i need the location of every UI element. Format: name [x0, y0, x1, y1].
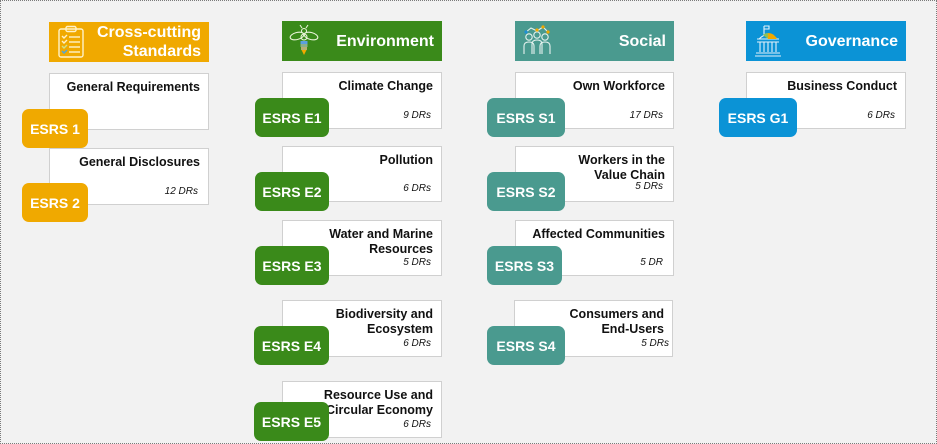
standard-title: Business Conduct — [787, 79, 897, 93]
standard-card-esrs-e1[interactable]: Climate Change 9 DRs — [282, 72, 442, 129]
government-building-icon — [755, 25, 781, 57]
dr-count: 12 DRs — [164, 186, 198, 197]
bee-icon — [289, 24, 319, 55]
title-line: Circular Economy — [326, 403, 433, 417]
header-title: Environment — [336, 32, 434, 50]
standard-title: Climate Change — [338, 79, 433, 93]
standard-title: Consumers and End-Users — [570, 307, 664, 337]
standard-title: Water and Marine Resources — [329, 227, 433, 257]
standard-title: Workers in the Value Chain — [578, 153, 665, 183]
dr-count: 6 DRs — [403, 419, 431, 430]
title-line: Resource Use and — [323, 388, 433, 402]
header-title: Cross-cutting Standards — [97, 23, 201, 61]
badge-esrs-e1[interactable]: ESRS E1 — [255, 98, 329, 137]
badge-esrs-e3[interactable]: ESRS E3 — [255, 246, 329, 285]
badge-esrs-e2[interactable]: ESRS E2 — [255, 172, 329, 211]
badge-esrs-e5[interactable]: ESRS E5 — [254, 402, 329, 441]
badge-esrs-e4[interactable]: ESRS E4 — [254, 326, 329, 365]
standard-title: General Disclosures — [79, 155, 200, 169]
header-line: Standards — [122, 43, 201, 60]
title-line: Workers in the — [578, 153, 665, 167]
dr-count: 5 DRs — [635, 181, 663, 192]
header-social: Social — [515, 21, 674, 61]
title-line: End-Users — [601, 322, 664, 336]
standard-title: Resource Use and Circular Economy — [324, 388, 433, 418]
badge-esrs-s2[interactable]: ESRS S2 — [487, 172, 565, 211]
header-cross-cutting: Cross-cutting Standards — [49, 22, 209, 62]
dr-count: 6 DRs — [867, 110, 895, 121]
header-line: Cross-cutting — [97, 24, 201, 41]
header-environment: Environment — [282, 21, 442, 61]
header-title: Governance — [805, 32, 898, 50]
standard-title: General Requirements — [66, 80, 200, 94]
badge-esrs-2[interactable]: ESRS 2 — [22, 183, 88, 222]
standard-title: Affected Communities — [532, 227, 665, 241]
title-line: Biodiversity and — [335, 307, 433, 321]
dr-count: 5 DR — [640, 257, 663, 268]
badge-esrs-s1[interactable]: ESRS S1 — [487, 98, 565, 137]
header-title: Social — [618, 32, 666, 50]
title-line: Consumers and — [569, 307, 664, 321]
badge-esrs-s4[interactable]: ESRS S4 — [487, 326, 565, 365]
standard-title: Biodiversity and Ecosystem — [336, 307, 433, 337]
badge-esrs-g1[interactable]: ESRS G1 — [719, 98, 797, 137]
dr-count: 17 DRs — [629, 110, 663, 121]
title-line: Value Chain — [594, 168, 665, 182]
clipboard-checklist-icon — [58, 25, 84, 58]
dr-count: 9 DRs — [403, 110, 431, 121]
standard-title: Own Workforce — [572, 79, 665, 93]
standard-title: Pollution — [379, 153, 433, 167]
title-line: Resources — [369, 242, 433, 256]
dr-count: 6 DRs — [403, 183, 431, 194]
badge-esrs-1[interactable]: ESRS 1 — [22, 109, 88, 148]
dr-count: 6 DRs — [403, 338, 431, 349]
header-governance: Governance — [746, 21, 906, 61]
dr-count: 5 DRs — [641, 338, 669, 349]
badge-esrs-s3[interactable]: ESRS S3 — [487, 246, 562, 285]
title-line: Water and Marine — [329, 227, 433, 241]
title-line: Ecosystem — [366, 322, 433, 336]
dr-count: 5 DRs — [403, 257, 431, 268]
people-group-icon — [523, 25, 551, 54]
